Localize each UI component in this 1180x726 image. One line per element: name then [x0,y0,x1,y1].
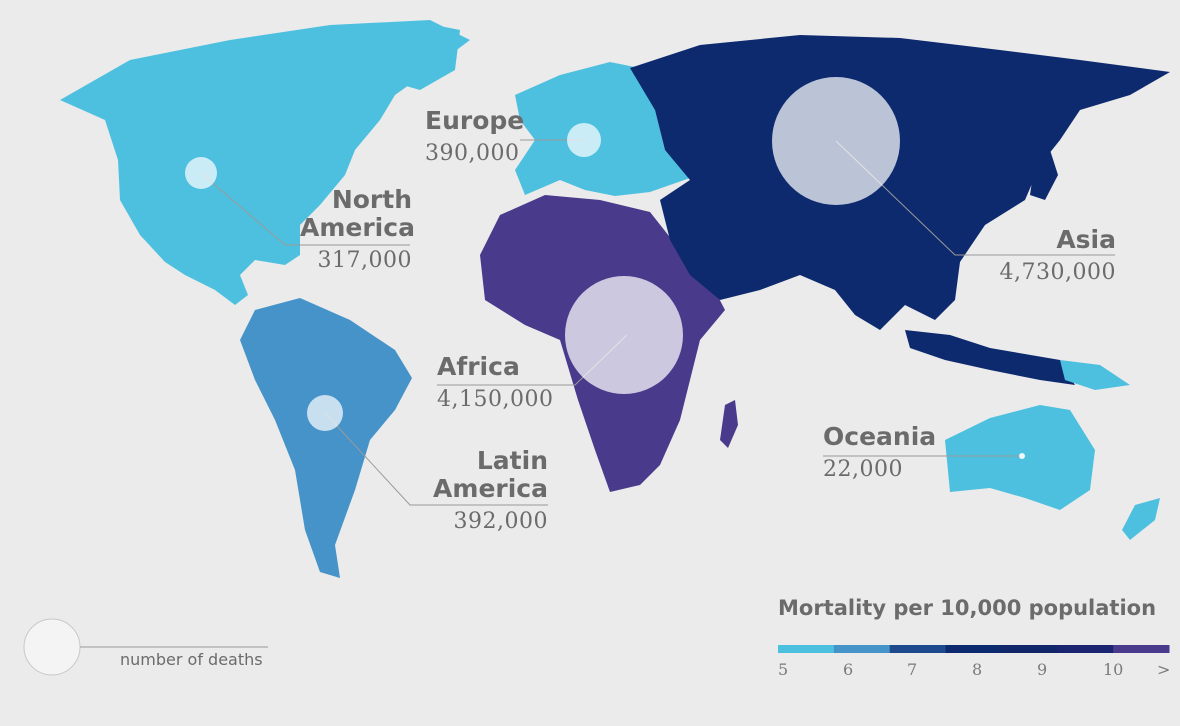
legend-tick: 8 [972,660,983,679]
region-name: America [300,213,415,242]
region-name: America [433,474,548,503]
size-legend-label: number of deaths [120,650,263,669]
region-deaths: 392,000 [453,509,548,534]
legend-color-bar [778,645,1170,653]
legend-tick: 5 [778,660,789,679]
label-north-america: North America 317,000 [300,185,415,274]
circle-latin-america [307,395,343,431]
label-africa: Africa 4,150,000 [437,353,553,413]
legend-swatch [778,645,835,653]
label-asia: Asia 4,730,000 [980,226,1116,286]
legend-tick: 9 [1037,660,1048,679]
legend-tick: 6 [843,660,854,679]
region-deaths: 4,150,000 [437,387,554,412]
label-oceania: Oceania 22,000 [823,423,936,483]
legend-tick: 10 [1103,660,1124,679]
legend-title: Mortality per 10,000 population [778,596,1157,620]
legend-swatch [1001,645,1058,653]
region-name: Latin [476,446,548,475]
legend-swatch [889,645,947,653]
circle-africa [565,276,683,394]
region-name: Africa [437,352,520,381]
death-circles [185,77,1025,459]
circle-oceania [1019,453,1025,459]
region-name: Asia [1056,225,1116,254]
legend-tick: 7 [907,660,918,679]
region-japan [1030,150,1058,200]
label-latin-america: Latin America 392,000 [430,447,548,535]
region-madagascar [720,400,738,448]
region-indonesia [905,330,1075,385]
region-name: Europe [425,106,525,135]
region-new-guinea [1060,360,1130,390]
circle-europe [567,123,601,157]
circle-north-america [185,157,217,189]
region-latin-america[interactable] [240,298,412,578]
region-name: Oceania [823,422,937,451]
legend-swatch [1113,645,1170,653]
region-name: North [331,185,412,214]
circle-asia [772,77,900,205]
legend-tick: > [1157,660,1171,679]
region-new-zealand [1122,498,1160,540]
region-deaths: 22,000 [823,457,903,482]
region-deaths: 4,730,000 [999,260,1116,285]
region-deaths: 390,000 [425,141,520,166]
size-legend-circle [23,618,81,676]
legend-swatch [833,645,891,653]
region-deaths: 317,000 [317,248,412,273]
region-north-america[interactable] [60,20,470,305]
region-asia[interactable] [630,35,1170,330]
region-greenland [350,22,460,90]
legend-swatch [1057,645,1114,653]
legend-swatch [945,645,1002,653]
label-europe: Europe 390,000 [425,107,524,167]
region-europe[interactable] [515,62,690,196]
